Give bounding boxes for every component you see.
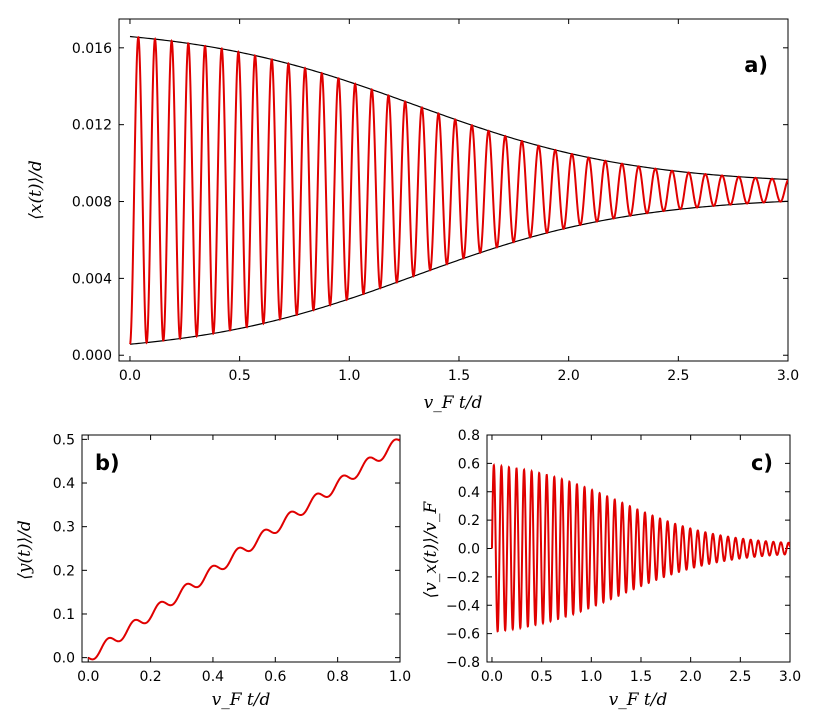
panel-b-xtick-label: 1.0 [389, 669, 411, 685]
panel-c: 0.0 0.5 1.0 1.5 2.0 2.5 3.0 −0.8 −0.6 −0.4 −0.2 0.0… [421, 428, 801, 710]
panel-c-ytick-label: 0.6 [458, 456, 480, 472]
panel-a-xtick-label: 2.5 [667, 368, 689, 384]
panel-b-xtick-label: 0.2 [139, 669, 161, 685]
panel-b-ylabel: ⟨y(t)⟩/d [15, 520, 35, 580]
panel-b-y-expectation-curve [87, 438, 400, 661]
panel-a-xtick-label: 3.0 [777, 368, 799, 384]
panel-c-xtick-label: 0.5 [531, 669, 553, 685]
panel-a-ytick-label: 0.008 [72, 195, 112, 211]
panel-a: 0.0 0.5 1.0 1.5 2.0 2.5 3.0 0.000 0.004 0.008 0.01… [26, 18, 799, 413]
panel-a-ytick-label: 0.000 [72, 348, 112, 364]
panel-c-ytick-label: 0.4 [458, 485, 480, 501]
panel-b-ytick-label: 0.0 [53, 651, 75, 667]
panel-a-ylabel: ⟨x(t)⟩/d [26, 160, 46, 220]
panel-b: 0.0 0.2 0.4 0.6 0.8 1.00.00.10.20.30.40.5 b) … [15, 432, 411, 710]
panel-c-ytick-label: −0.8 [446, 655, 480, 671]
panel-a-xlabel: v_F t/d [424, 393, 483, 413]
panel-b-xtick-label: 0.0 [77, 669, 99, 685]
panel-b-frame [81, 434, 401, 663]
panel-a-xtick-label: 0.0 [119, 368, 141, 384]
panel-c-xtick-label: 1.0 [580, 669, 602, 685]
panel-a-frame [118, 18, 789, 362]
panel-c-ytick-label: −0.6 [446, 627, 480, 643]
panel-b-ytick-label: 0.2 [53, 563, 75, 579]
panel-a-label: a) [744, 53, 768, 77]
panel-c-ylabel: ⟨v_x(t)⟩/v_F [421, 500, 441, 598]
panel-c-label: c) [751, 451, 773, 475]
panel-c-ytick-label: −0.2 [446, 570, 480, 586]
panel-a-upper-envelope [129, 35, 788, 181]
panel-a-ytick-label: 0.012 [72, 118, 112, 134]
panel-c-xtick-label: 2.5 [729, 669, 751, 685]
panel-b-ytick-label: 0.3 [53, 520, 75, 536]
panel-a-xtick-label: 1.0 [338, 368, 360, 384]
panel-b-ytick-label: 0.4 [53, 476, 75, 492]
panel-a-xtick-label: 0.5 [229, 368, 251, 384]
panel-c-ytick-label: 0.2 [458, 513, 480, 529]
panel-c-ytick-label: −0.4 [446, 598, 480, 614]
panel-c-ytick-label: 0.0 [458, 542, 480, 558]
panel-c-xtick-label: 2.0 [680, 669, 702, 685]
panel-c-vx-expectation-curve [490, 463, 790, 633]
panel-a-xtick-label: 2.0 [558, 368, 580, 384]
panel-b-xtick-label: 0.8 [327, 669, 349, 685]
panel-c-ytick-label: 0.8 [458, 428, 480, 444]
panel-b-label: b) [95, 451, 120, 475]
panel-a-x-expectation-curve [129, 36, 788, 345]
panel-c-xtick-label: 1.5 [630, 669, 652, 685]
panel-b-xlabel: v_F t/d [212, 690, 271, 710]
panel-b-xtick-label: 0.6 [264, 669, 286, 685]
panel-b-ytick-label: 0.5 [53, 432, 75, 448]
panel-c-xtick-label: 3.0 [779, 669, 801, 685]
panel-b-ytick-label: 0.1 [53, 607, 75, 623]
panel-c-xlabel: v_F t/d [609, 690, 668, 710]
panel-a-lower-envelope [129, 200, 788, 345]
panel-a-xtick-label: 1.5 [448, 368, 470, 384]
panel-b-xtick-label: 0.4 [202, 669, 224, 685]
panel-a-ytick-label: 0.016 [72, 41, 112, 57]
panel-c-xtick-label: 0.0 [481, 669, 503, 685]
panel-a-ytick-label: 0.004 [72, 271, 112, 287]
